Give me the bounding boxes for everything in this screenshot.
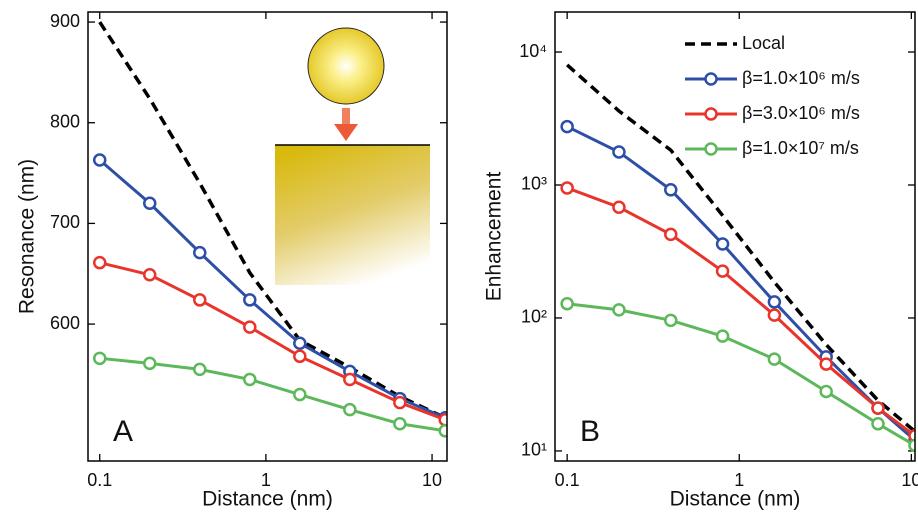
data-point [344,404,355,415]
legend-marker [706,74,717,85]
data-point [717,238,728,249]
data-point [244,294,255,305]
data-point [613,202,624,213]
legend-label: Local [742,33,785,53]
data-point [440,414,451,425]
y-axis-label: Enhancement [483,172,506,302]
data-point [194,294,205,305]
data-point [244,322,255,333]
data-point [769,296,780,307]
y-tick-label: 10³ [521,174,547,194]
data-point [769,310,780,321]
plot-area [562,65,918,451]
x-tick-label: 10 [422,470,442,490]
data-point [194,247,205,258]
legend-label: β=1.0×10⁷ m/s [742,138,859,158]
y-tick-label: 10⁴ [519,41,547,61]
data-point [94,353,105,364]
data-point [665,229,676,240]
data-point [144,198,155,209]
data-point [562,298,573,309]
data-point [294,351,305,362]
series-line [567,304,915,446]
data-point [613,304,624,315]
data-point [665,315,676,326]
data-point [294,338,305,349]
legend-label: β=1.0×10⁶ m/s [742,68,860,88]
x-axis-label: Distance (nm) [670,488,801,511]
data-point [821,359,832,370]
panel-label: A [113,415,133,448]
data-point [562,121,573,132]
data-point [717,266,728,277]
y-tick-label: 900 [50,11,80,31]
data-point [872,403,883,414]
y-tick-label: 10¹ [521,440,547,460]
data-point [821,386,832,397]
panel-label: B [580,415,600,448]
data-point [562,182,573,193]
data-point [144,358,155,369]
y-tick-label: 10² [521,307,547,327]
data-point [294,389,305,400]
data-point [344,374,355,385]
data-point [910,440,918,451]
data-point [717,331,728,342]
inset-substrate [275,145,430,285]
data-point [194,364,205,375]
legend-marker [706,109,717,120]
x-tick-label: 0.1 [555,470,580,490]
inset-arrow-head [334,124,358,141]
inset [275,28,430,285]
data-point [144,269,155,280]
data-point [440,425,451,436]
legend-marker [706,144,717,155]
y-tick-label: 800 [50,111,80,131]
data-point [244,374,255,385]
data-point [94,257,105,268]
y-tick-label: 600 [50,313,80,333]
data-point [394,418,405,429]
data-point [394,397,405,408]
data-point [94,154,105,165]
inset-arrow-shaft [342,108,350,126]
data-point [665,184,676,195]
inset-sphere [308,28,384,104]
data-point [613,147,624,158]
y-axis-label: Resonance (nm) [16,159,39,314]
x-axis-label: Distance (nm) [202,488,333,511]
data-point [872,418,883,429]
y-tick-label: 700 [50,212,80,232]
data-point [769,354,780,365]
legend-label: β=3.0×10⁶ m/s [742,103,860,123]
x-tick-label: 10 [901,470,918,490]
x-tick-label: 0.1 [87,470,112,490]
